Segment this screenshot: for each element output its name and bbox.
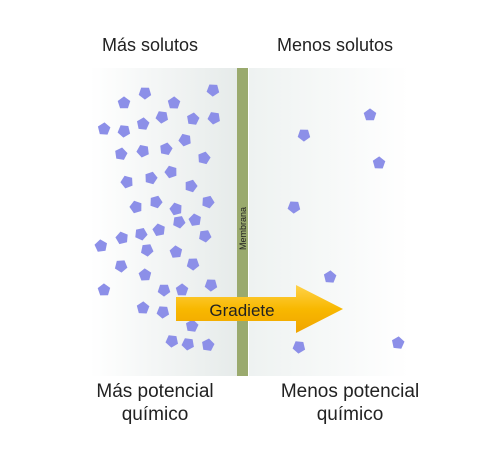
high-solutes-label: Más solutos — [70, 35, 230, 56]
high-potential-line1: Más potencial — [55, 380, 255, 403]
high-potential-line2: químico — [55, 403, 255, 426]
low-potential-line1: Menos potencial — [245, 380, 455, 403]
low-concentration-region — [249, 68, 409, 376]
high-potential-label: Más potencial químico — [55, 380, 255, 426]
gradient-arrow-label: Gradiete — [209, 301, 274, 320]
low-solutes-label: Menos solutos — [250, 35, 420, 56]
low-potential-label: Menos potencial químico — [245, 380, 455, 426]
low-potential-line2: químico — [245, 403, 455, 426]
membrane-label: Membrana — [238, 207, 248, 250]
